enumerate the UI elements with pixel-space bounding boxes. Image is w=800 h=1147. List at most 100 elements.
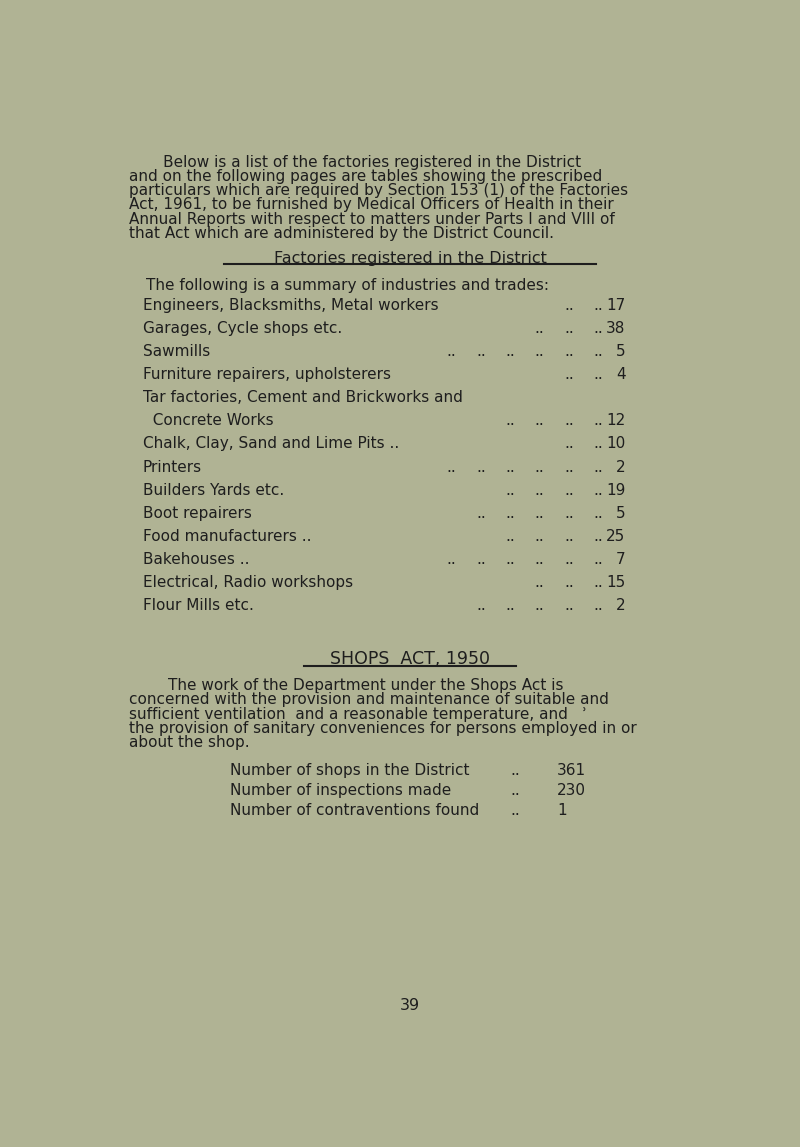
Text: ..: .. (564, 460, 574, 475)
Text: Food manufacturers ..: Food manufacturers .. (142, 529, 311, 544)
Text: ..: .. (534, 413, 545, 428)
Text: 230: 230 (558, 783, 586, 798)
Text: ..: .. (506, 529, 515, 544)
Text: ..: .. (594, 529, 603, 544)
Text: ..: .. (594, 344, 603, 359)
Text: ..: .. (510, 803, 521, 818)
Text: Factories registered in the District: Factories registered in the District (274, 251, 546, 266)
Text: ..: .. (506, 506, 515, 521)
Text: Number of contraventions found: Number of contraventions found (230, 803, 479, 818)
Text: 1: 1 (558, 803, 567, 818)
Text: ..: .. (594, 598, 603, 614)
Text: ..: .. (594, 367, 603, 382)
Text: ..: .. (476, 598, 486, 614)
Text: ..: .. (534, 598, 545, 614)
Text: Chalk, Clay, Sand and Lime Pits ..: Chalk, Clay, Sand and Lime Pits .. (142, 436, 399, 452)
Text: ..: .. (564, 552, 574, 567)
Text: ..: .. (564, 344, 574, 359)
Text: ..: .. (534, 460, 545, 475)
Text: ..: .. (534, 529, 545, 544)
Text: ..: .. (594, 483, 603, 498)
Text: ..: .. (534, 575, 545, 590)
Text: ..: .. (506, 344, 515, 359)
Text: 5: 5 (616, 506, 626, 521)
Text: ..: .. (564, 367, 574, 382)
Text: and on the following pages are tables showing the prescribed: and on the following pages are tables sh… (130, 169, 602, 184)
Text: ..: .. (564, 298, 574, 313)
Text: ..: .. (594, 575, 603, 590)
Text: ..: .. (476, 506, 486, 521)
Text: Concrete Works: Concrete Works (142, 413, 274, 428)
Text: ..: .. (510, 763, 521, 779)
Text: Builders Yards etc.: Builders Yards etc. (142, 483, 284, 498)
Text: ..: .. (506, 552, 515, 567)
Text: ..: .. (446, 460, 456, 475)
Text: Furniture repairers, upholsterers: Furniture repairers, upholsterers (142, 367, 390, 382)
Text: Act, 1961, to be furnished by Medical Officers of Health in their: Act, 1961, to be furnished by Medical Of… (130, 197, 614, 212)
Text: Flour Mills etc.: Flour Mills etc. (142, 598, 254, 614)
Text: ..: .. (594, 460, 603, 475)
Text: ..: .. (564, 321, 574, 336)
Text: particulars which are required by Section 153 (1) of the Factories: particulars which are required by Sectio… (130, 184, 629, 198)
Text: Boot repairers: Boot repairers (142, 506, 251, 521)
Text: ..: .. (594, 506, 603, 521)
Text: 2: 2 (616, 598, 626, 614)
Text: 2: 2 (616, 460, 626, 475)
Text: Engineers, Blacksmiths, Metal workers: Engineers, Blacksmiths, Metal workers (142, 298, 438, 313)
Text: ..: .. (534, 321, 545, 336)
Text: Printers: Printers (142, 460, 202, 475)
Text: concerned with the provision and maintenance of suitable and: concerned with the provision and mainten… (130, 693, 610, 708)
Text: ..: .. (476, 344, 486, 359)
Text: ..: .. (534, 552, 545, 567)
Text: 17: 17 (606, 298, 626, 313)
Text: Tar factories, Cement and Brickworks and: Tar factories, Cement and Brickworks and (142, 390, 462, 405)
Text: sufficient ventilation  and a reasonable temperature, and   ʾ: sufficient ventilation and a reasonable … (130, 707, 587, 721)
Text: Garages, Cycle shops etc.: Garages, Cycle shops etc. (142, 321, 342, 336)
Text: that Act which are administered by the District Council.: that Act which are administered by the D… (130, 226, 554, 241)
Text: ..: .. (564, 413, 574, 428)
Text: ..: .. (564, 598, 574, 614)
Text: ..: .. (594, 298, 603, 313)
Text: The work of the Department under the Shops Act is: The work of the Department under the Sho… (130, 678, 564, 693)
Text: SHOPS  ACT, 1950: SHOPS ACT, 1950 (330, 650, 490, 669)
Text: ..: .. (506, 460, 515, 475)
Text: 7: 7 (616, 552, 626, 567)
Text: ..: .. (476, 460, 486, 475)
Text: Number of inspections made: Number of inspections made (230, 783, 451, 798)
Text: ..: .. (506, 483, 515, 498)
Text: Number of shops in the District: Number of shops in the District (230, 763, 470, 779)
Text: Annual Reports with respect to matters under Parts I and VIII of: Annual Reports with respect to matters u… (130, 211, 615, 227)
Text: ..: .. (446, 552, 456, 567)
Text: ..: .. (534, 483, 545, 498)
Text: ..: .. (506, 413, 515, 428)
Text: ..: .. (446, 344, 456, 359)
Text: ..: .. (594, 436, 603, 452)
Text: ..: .. (564, 575, 574, 590)
Text: 5: 5 (616, 344, 626, 359)
Text: ..: .. (594, 321, 603, 336)
Text: ..: .. (506, 598, 515, 614)
Text: the provision of sanitary conveniences for persons employed in or: the provision of sanitary conveniences f… (130, 721, 638, 736)
Text: 4: 4 (616, 367, 626, 382)
Text: 38: 38 (606, 321, 626, 336)
Text: 19: 19 (606, 483, 626, 498)
Text: Electrical, Radio workshops: Electrical, Radio workshops (142, 575, 353, 590)
Text: Bakehouses ..: Bakehouses .. (142, 552, 249, 567)
Text: 361: 361 (558, 763, 586, 779)
Text: 39: 39 (400, 999, 420, 1014)
Text: Below is a list of the factories registered in the District: Below is a list of the factories registe… (130, 155, 582, 170)
Text: ..: .. (534, 506, 545, 521)
Text: Sawmills: Sawmills (142, 344, 210, 359)
Text: ..: .. (510, 783, 521, 798)
Text: ..: .. (594, 413, 603, 428)
Text: ..: .. (564, 483, 574, 498)
Text: 12: 12 (606, 413, 626, 428)
Text: The following is a summary of industries and trades:: The following is a summary of industries… (146, 278, 550, 292)
Text: ..: .. (564, 436, 574, 452)
Text: ..: .. (534, 344, 545, 359)
Text: ..: .. (476, 552, 486, 567)
Text: 25: 25 (606, 529, 626, 544)
Text: 15: 15 (606, 575, 626, 590)
Text: ..: .. (564, 506, 574, 521)
Text: ..: .. (594, 552, 603, 567)
